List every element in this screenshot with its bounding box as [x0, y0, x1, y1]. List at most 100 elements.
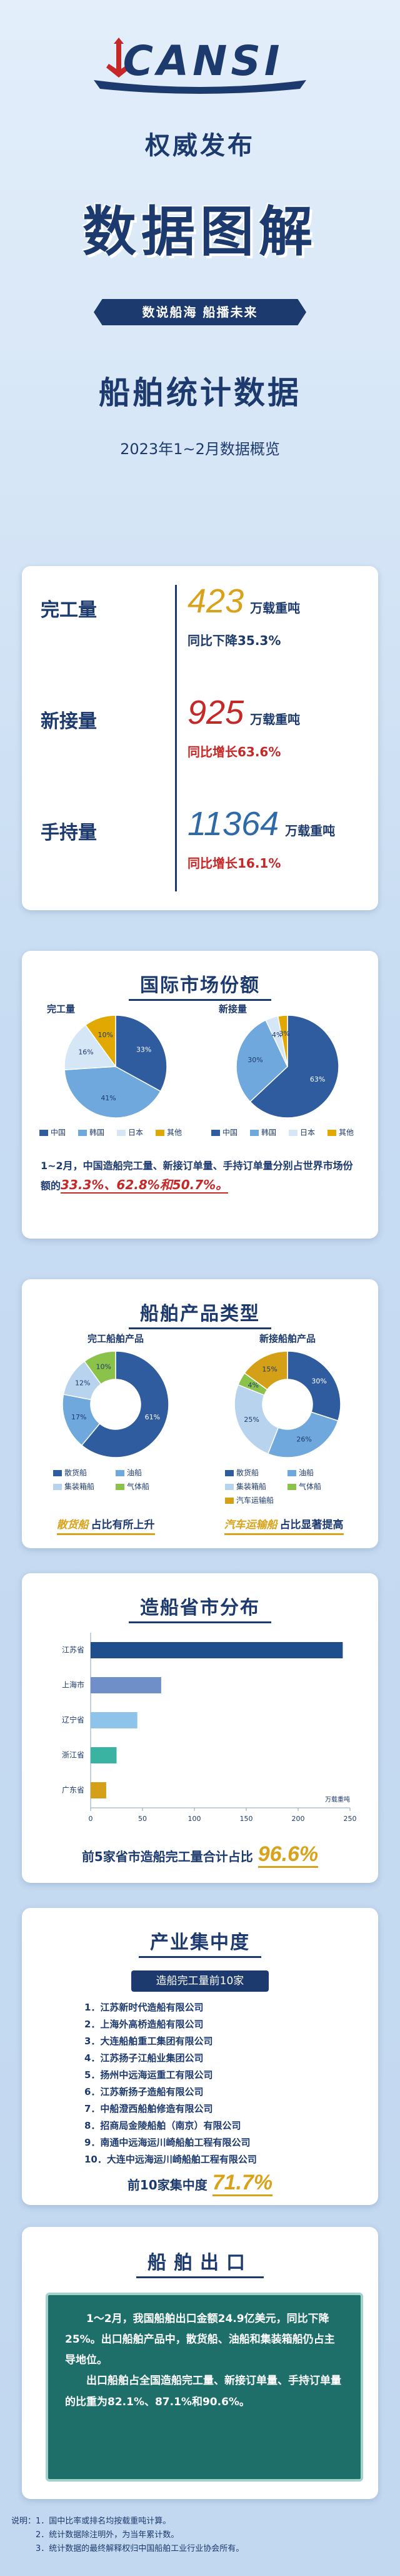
- logo-anchor: [106, 38, 131, 78]
- overview-label: 手持量: [41, 822, 97, 844]
- note-emphasis: 汽车运输船: [224, 1519, 278, 1531]
- concentration-summary: 前10家集中度 71.7%: [22, 2171, 378, 2196]
- market-share-charts: 完工量 33% 41% 16% 10% 中国 韩国 日本 其他 新接量 63% 30% 4%3% 中国 韩国…: [39, 1003, 354, 1137]
- company-item: 1．江苏新时代造船有限公司: [84, 2002, 204, 2013]
- kicker: 权威发布: [145, 131, 255, 160]
- x-tick-label: 200: [292, 1815, 305, 1823]
- summary-value: 96.6%: [258, 1842, 319, 1868]
- slice-label: 61%: [145, 1413, 160, 1421]
- overview-change: 同比增长16.1%: [188, 856, 281, 871]
- slice: [83, 1351, 116, 1385]
- donut-title: 完工船舶产品: [88, 1333, 144, 1344]
- y-tick-label: 浙江省: [62, 1751, 84, 1760]
- overview-value: 925: [188, 694, 244, 731]
- note-text: 占比显著提高: [279, 1519, 344, 1531]
- export-paragraph: 出口船舶占全国造船完工量、新接订单量、手持订单量的比重为82.1%、87.1%和…: [65, 2375, 341, 2408]
- x-tick-label: 250: [344, 1815, 357, 1823]
- logo-wave: [94, 80, 306, 94]
- notes-items: 1．国中比率或排名均按载重吨计算。 2．统计数据除注明外，为当年累计数。 3．统计数…: [36, 2515, 244, 2556]
- slice: [277, 1015, 288, 1067]
- notes: 说明： 1．国中比率或排名均按载重吨计算。 2．统计数据除注明外，为当年累计数。 3…: [11, 2515, 386, 2556]
- card-title-text: 造船省市分布: [129, 1597, 271, 1623]
- legend-label: 日本: [300, 1128, 315, 1137]
- y-tick-label: 辽宁省: [62, 1715, 84, 1725]
- slice: [64, 1066, 161, 1118]
- product-note: 汽车运输船 占比显著提高: [224, 1516, 344, 1535]
- market-share-card: 国际市场份额 完工量 33% 41% 16% 10% 中国 韩国 日本 其他 新接量 63% 30% 4…: [22, 951, 378, 1239]
- legend-swatch: [53, 1470, 62, 1476]
- y-tick-label: 上海市: [62, 1680, 84, 1690]
- legend-swatch: [39, 1130, 48, 1136]
- legend-swatch: [225, 1470, 234, 1476]
- overview-unit: 万载重吨: [250, 712, 301, 727]
- x-tick-label: 100: [188, 1815, 201, 1823]
- legend-label: 其他: [167, 1128, 182, 1137]
- legend-swatch: [116, 1484, 124, 1490]
- legend-swatch: [78, 1130, 87, 1136]
- note-item: 3．统计数据的最终解释权归中国船舶工业行业协会所有。: [36, 2544, 244, 2553]
- legend-label: 集装箱船: [236, 1482, 266, 1491]
- summary-text: 前5家省市造船完工量合计占比: [81, 1849, 253, 1864]
- export-box: 1～2月，我国船舶出口金额24.9亿美元，同比下降25%。出口船舶产品中，散货船…: [46, 2293, 363, 2482]
- overview-unit: 万载重吨: [285, 823, 336, 838]
- bar: [91, 1677, 161, 1693]
- legend-swatch: [288, 1484, 296, 1490]
- slice-label: 26%: [296, 1436, 311, 1444]
- legend-label: 油船: [127, 1469, 142, 1478]
- slice: [84, 1015, 116, 1068]
- slice: [244, 1351, 288, 1391]
- slice-label: 3%: [279, 1030, 289, 1038]
- legend-swatch: [288, 1470, 296, 1476]
- logo-text: CANSI: [123, 37, 284, 85]
- subtitle: 造船完工量前10家: [131, 1970, 269, 1992]
- legend-label: 韩国: [89, 1128, 104, 1137]
- card-title: 船舶出口: [22, 2247, 378, 2278]
- y-tick-label: 江苏省: [62, 1646, 84, 1655]
- company-item: 4．江苏扬子江船业集团公司: [84, 2052, 204, 2064]
- overview-change: 同比增长63.6%: [188, 744, 281, 759]
- slice-label: 10%: [98, 1031, 113, 1039]
- product-note: 散货船 占比有所上升: [56, 1516, 155, 1535]
- divider: [175, 585, 177, 891]
- provinces-card: 造船省市分布 0 50 100 150 200 250 江苏省 上海市 辽宁省 浙江省 广东省 万载重…: [22, 1573, 378, 1883]
- overview-label: 新接量: [41, 711, 97, 733]
- bar: [91, 1712, 138, 1728]
- note-emphasis: 散货船: [56, 1519, 89, 1531]
- company-item: 3．大连船舶重工集团有限公司: [84, 2036, 213, 2047]
- pie-title: 完工量: [47, 1003, 75, 1015]
- card-title: 国际市场份额: [22, 970, 378, 1001]
- legend-swatch: [225, 1498, 234, 1504]
- legend-label: 日本: [128, 1128, 143, 1137]
- company-item: 7．中船澄西船舶修造有限公司: [84, 2103, 213, 2114]
- card-title-text: 船舶产品类型: [129, 1303, 271, 1329]
- company-item: 5．扬州中远海运重工有限公司: [84, 2069, 213, 2081]
- company-item: 6．江苏新扬子造船有限公司: [84, 2086, 204, 2097]
- slice-label: 41%: [101, 1094, 116, 1102]
- legend-swatch: [53, 1484, 62, 1490]
- overview-value: 11364: [188, 805, 279, 843]
- legend-label: 中国: [222, 1128, 238, 1137]
- slice-label: 4%: [272, 1031, 282, 1039]
- note-highlight: 33.3%、62.8%和50.7%。: [61, 1177, 229, 1194]
- x-axis-label: 万载重吨: [325, 1795, 350, 1803]
- summary-value: 71.7%: [212, 2171, 273, 2196]
- bar: [91, 1782, 106, 1798]
- slice: [236, 1019, 288, 1103]
- card-title-text: 产业集中度: [139, 1932, 261, 1958]
- overview-figure: 11364 万载重吨: [188, 804, 335, 843]
- slice-label: 33%: [136, 1045, 151, 1053]
- export-paragraph: 1～2月，我国船舶出口金额24.9亿美元，同比下降25%。出口船舶产品中，散货船…: [65, 2313, 335, 2367]
- legend-label: 气体船: [299, 1482, 321, 1491]
- company-item: 8．招商局金陵船舶（南京）有限公司: [84, 2120, 241, 2131]
- card-title-text: 国际市场份额: [129, 975, 271, 1001]
- bar: [91, 1747, 117, 1763]
- concentration-card: 产业集中度 造船完工量前10家 1．江苏新时代造船有限公司 2．上海外高桥造船有限…: [22, 1908, 378, 2205]
- overview-value: 423: [188, 582, 244, 620]
- legend-swatch: [225, 1484, 234, 1490]
- card-title: 船舶产品类型: [22, 1298, 378, 1329]
- company-item: 9．南通中远海运川崎船舶工程有限公司: [84, 2137, 251, 2148]
- legend-swatch: [289, 1130, 298, 1136]
- slice: [115, 1015, 168, 1092]
